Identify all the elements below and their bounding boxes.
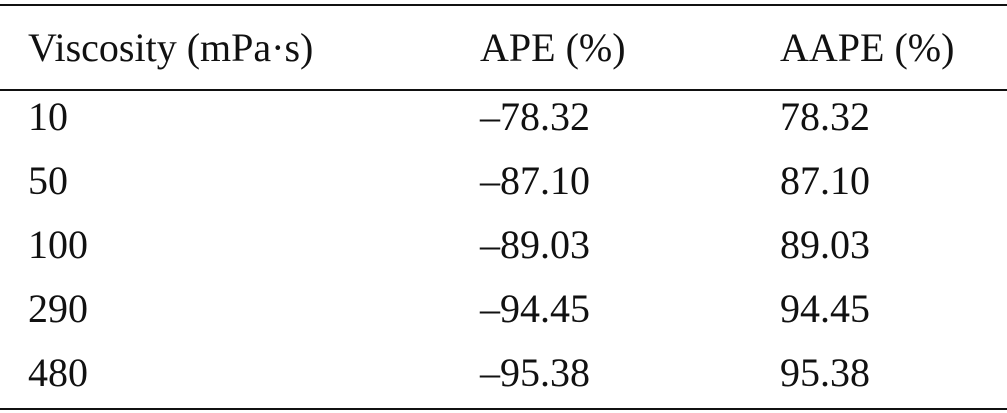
table-row: 10 –78.32 78.32 bbox=[0, 89, 1007, 145]
cell-aape: 94.45 bbox=[780, 286, 870, 331]
cell-viscosity: 10 bbox=[28, 94, 68, 139]
top-rule bbox=[0, 4, 1007, 6]
bottom-rule bbox=[0, 408, 1007, 410]
cell-ape: –87.10 bbox=[480, 158, 590, 203]
cell-ape: –78.32 bbox=[480, 94, 590, 139]
cell-aape: 89.03 bbox=[780, 222, 870, 267]
cell-aape: 95.38 bbox=[780, 350, 870, 395]
cell-viscosity: 50 bbox=[28, 158, 68, 203]
cell-ape: –94.45 bbox=[480, 286, 590, 331]
header-row: Viscosity (mPa·s) APE (%) AAPE (%) bbox=[0, 20, 1007, 76]
cell-ape: –89.03 bbox=[480, 222, 590, 267]
cell-aape: 78.32 bbox=[780, 94, 870, 139]
table-row: 290 –94.45 94.45 bbox=[0, 281, 1007, 337]
header-aape: AAPE (%) bbox=[780, 25, 955, 70]
cell-viscosity: 100 bbox=[28, 222, 88, 267]
table-row: 50 –87.10 87.10 bbox=[0, 153, 1007, 209]
header-ape: APE (%) bbox=[480, 25, 626, 70]
header-rule bbox=[0, 89, 1007, 91]
header-viscosity: Viscosity (mPa·s) bbox=[28, 25, 314, 70]
cell-viscosity: 480 bbox=[28, 350, 88, 395]
table-row: 480 –95.38 95.38 bbox=[0, 345, 1007, 401]
cell-ape: –95.38 bbox=[480, 350, 590, 395]
cell-aape: 87.10 bbox=[780, 158, 870, 203]
cell-viscosity: 290 bbox=[28, 286, 88, 331]
table-row: 100 –89.03 89.03 bbox=[0, 217, 1007, 273]
